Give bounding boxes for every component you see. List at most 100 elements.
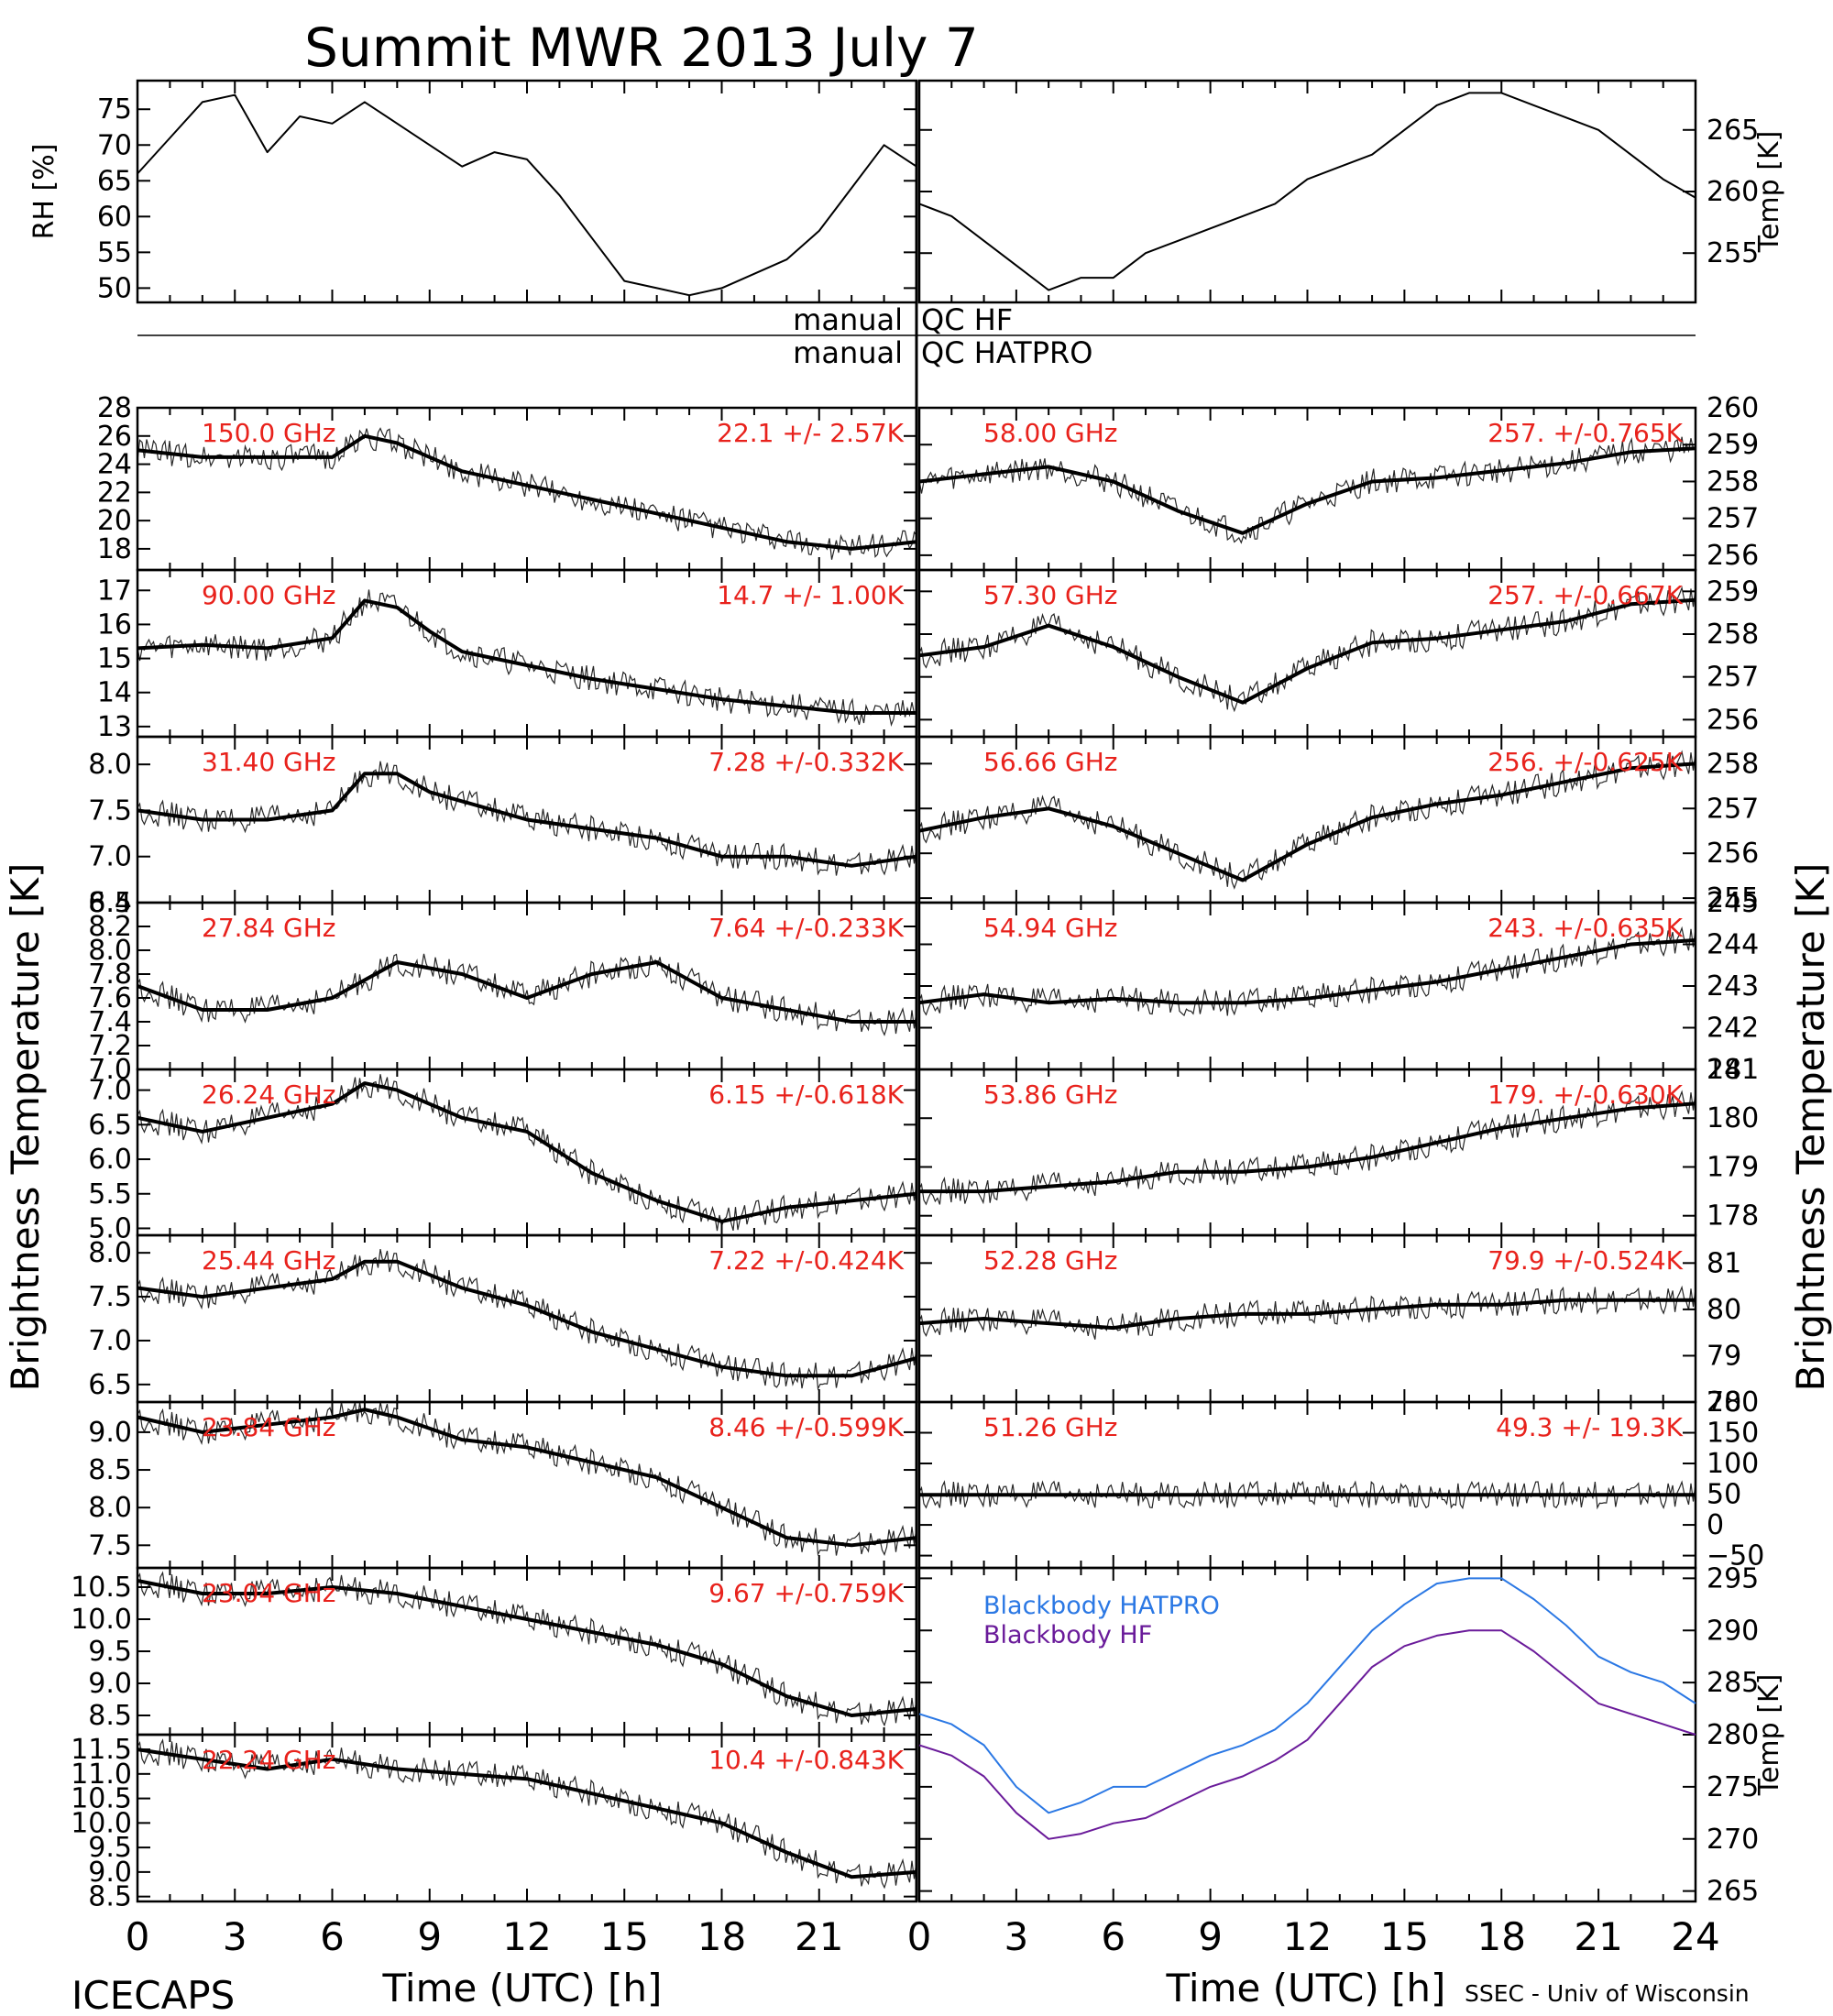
- frequency-label: 23.84 GHz: [202, 1412, 336, 1442]
- y-tick-label: 15: [97, 643, 132, 675]
- y-tick-label: 241: [1707, 1054, 1759, 1086]
- series-line-blackbody-hf: [918, 1629, 1696, 1840]
- panel-frame: [136, 79, 918, 304]
- x-tick-label: 6: [320, 1914, 345, 1959]
- y-tick-label: 7.5: [88, 1529, 132, 1561]
- y-tick-label: 80: [1707, 1294, 1741, 1326]
- y-tick-label: 257: [1707, 662, 1759, 694]
- y-tick-label: 81: [1707, 1247, 1741, 1279]
- frequency-label: 27.84 GHz: [202, 913, 336, 943]
- series-line-blackbody-hatpro: [918, 1577, 1696, 1814]
- frequency-label: 58.00 GHz: [983, 418, 1118, 448]
- y-tick-label: 7.0: [88, 1075, 132, 1107]
- x-axis-label-right: Time (UTC) [h]: [1166, 1966, 1446, 2011]
- series-noise: [137, 589, 917, 727]
- y-tick-label: 256: [1707, 704, 1759, 736]
- y-tick-label: 8.0: [88, 935, 132, 967]
- x-tick-labels: 0 3 6 9 12 15 18 21 0 3 6 9 12 15 18 21 24: [126, 1914, 1720, 1959]
- y-tick-label: 8.0: [88, 749, 132, 781]
- series-noise: [137, 761, 917, 876]
- panel-ch5494: 241 242 243 244 245 54.94 GHz 243. +/-0.635K: [917, 887, 1759, 1086]
- y-tick-label: 260: [1707, 176, 1759, 208]
- y-tick-label: 10.5: [71, 1783, 132, 1815]
- frequency-label: 90.00 GHz: [202, 580, 336, 610]
- x-tick-label: 0: [907, 1914, 932, 1959]
- y-tick-label: 75: [97, 93, 132, 126]
- stat-label: 10.4 +/-0.843K: [708, 1745, 904, 1775]
- y-tick-label: 178: [1707, 1200, 1759, 1233]
- y-tick-label: 10.0: [71, 1807, 132, 1839]
- y-tick-label: 295: [1707, 1562, 1759, 1594]
- y-tick-label: 7.0: [88, 1054, 132, 1086]
- frequency-label: 31.40 GHz: [202, 747, 336, 777]
- qc-line1-left: manual: [793, 302, 903, 337]
- series-line: [137, 433, 917, 551]
- y-tick-label: 9.5: [88, 1832, 132, 1864]
- y-tick-label: 8.5: [88, 1700, 132, 1732]
- series-line: [919, 1101, 1696, 1194]
- series-noise: [918, 436, 1696, 544]
- y-tick-label: 22: [97, 477, 132, 509]
- frequency-label: 54.94 GHz: [983, 913, 1118, 943]
- series-line: [918, 761, 1696, 882]
- stat-label: 243. +/-0.635K: [1487, 913, 1683, 943]
- y-tick-label: 285: [1707, 1667, 1759, 1699]
- y-tick-label: 258: [1707, 619, 1759, 651]
- panel-ch5730: 256 257 258 259 57.30 GHz 257. +/-0.667K: [917, 568, 1759, 739]
- y-tick-label: 24: [97, 449, 132, 481]
- series-noise: [918, 1090, 1696, 1206]
- frequency-label: 150.0 GHz: [202, 418, 336, 448]
- y-tick-label: 244: [1707, 929, 1759, 961]
- y-tick-label: 13: [97, 711, 132, 743]
- y-tick-label: 150: [1707, 1418, 1759, 1450]
- series-noise: [137, 1738, 917, 1890]
- y-tick-label: 28: [97, 392, 132, 424]
- y-tick-label: 257: [1707, 503, 1759, 535]
- y-tick-label: 275: [1707, 1771, 1759, 1803]
- series-noise: [137, 427, 917, 560]
- y-axis-label: Temp [K]: [1753, 1674, 1785, 1797]
- x-tick-label: 21: [795, 1914, 843, 1959]
- y-tick-label: 8.4: [88, 887, 132, 919]
- panel-ch2784: 7.07.27.47.67.88.08.28.4 27.84 GHz 7.64 +/…: [88, 887, 918, 1086]
- y-tick-label: 257: [1707, 793, 1759, 825]
- y-tick-label: 265: [1707, 115, 1759, 147]
- y-tick-label: 8.0: [88, 1237, 132, 1269]
- panel-ch2384: 7.5 8.0 8.5 9.0 23.84 GHz 8.46 +/-0.599K: [88, 1400, 918, 1570]
- y-tick-label: 6.5: [88, 887, 132, 919]
- y-tick-label: 7.0: [88, 1325, 132, 1357]
- stat-label: 49.3 +/- 19.3K: [1496, 1412, 1683, 1442]
- series-line: [918, 92, 1696, 291]
- stat-label: 179. +/-0.630K: [1487, 1079, 1683, 1110]
- y-tick-label: 7.4: [88, 1006, 132, 1038]
- y-tick-label: 8.2: [88, 911, 132, 943]
- frequency-label: 23.04 GHz: [202, 1578, 336, 1608]
- y-tick-label: 180: [1707, 1102, 1759, 1134]
- y-tick-label: 260: [1707, 392, 1759, 424]
- x-tick-label: 12: [502, 1914, 551, 1959]
- x-tick-label: 9: [417, 1914, 442, 1959]
- y-tick-label: 258: [1707, 748, 1759, 780]
- panel-ch3140: 6.5 7.0 7.5 8.0 31.40 GHz 7.28 +/-0.332K: [88, 735, 918, 919]
- panel-frame: [917, 79, 1697, 304]
- y-tick-label: 65: [97, 165, 132, 197]
- series-line: [137, 1748, 917, 1879]
- legend-entry: Blackbody HATPRO: [983, 1592, 1220, 1620]
- x-tick-label: 9: [1198, 1914, 1223, 1959]
- y-axis-label: RH [%]: [28, 144, 60, 240]
- stat-label: 257. +/-0.765K: [1487, 418, 1683, 448]
- y-tick-label: 9.0: [88, 1417, 132, 1449]
- frequency-label: 52.28 GHz: [983, 1245, 1118, 1276]
- y-tick-label: 7.5: [88, 1281, 132, 1313]
- qc-section: manual QC HF manual QC HATPRO: [137, 302, 1696, 370]
- series-line: [137, 1408, 917, 1548]
- y-tick-label: 255: [1707, 237, 1759, 269]
- x-tick-label: 0: [126, 1914, 150, 1959]
- y-tick-label: 7.2: [88, 1030, 132, 1062]
- frequency-label: 25.44 GHz: [202, 1245, 336, 1276]
- frequency-label: 51.26 GHz: [983, 1412, 1118, 1442]
- series-line: [137, 598, 916, 715]
- stat-label: 14.7 +/- 1.00K: [717, 580, 904, 610]
